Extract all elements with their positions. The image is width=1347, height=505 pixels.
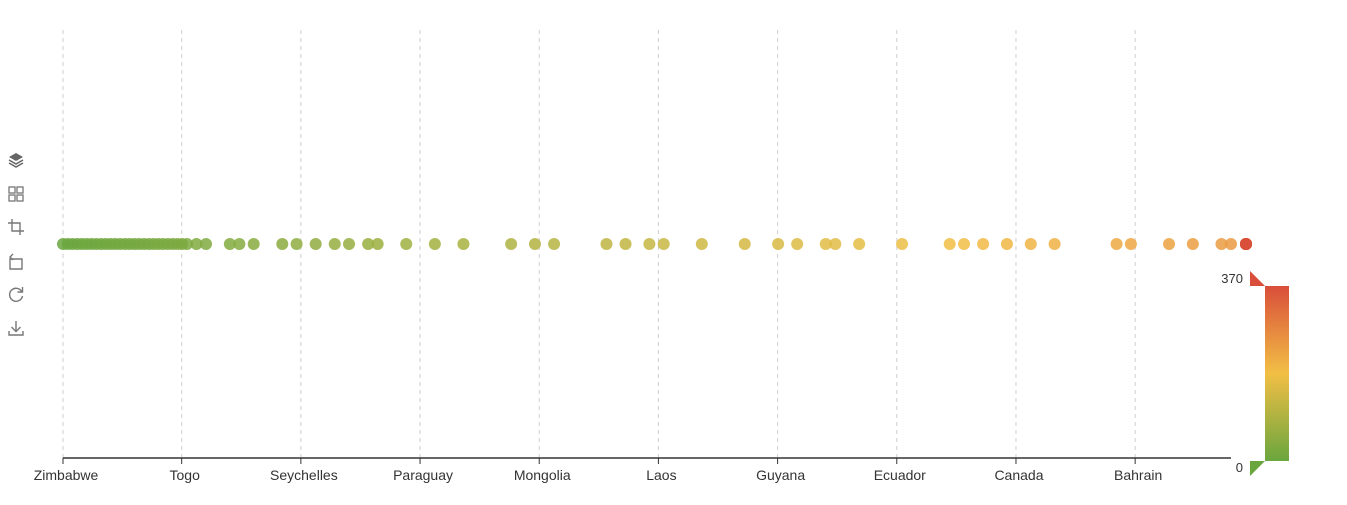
scatter-point[interactable] (1000, 238, 1013, 250)
scatter-point[interactable] (223, 238, 236, 250)
scatter-point[interactable] (276, 238, 289, 250)
scatter-point[interactable] (958, 238, 971, 250)
x-tick-label: Canada (994, 467, 1043, 483)
scatter-point[interactable] (1225, 238, 1237, 250)
scatter-point[interactable] (819, 238, 832, 250)
scatter-point[interactable] (328, 238, 341, 250)
scatter-point[interactable] (829, 238, 842, 250)
scatter-point[interactable] (200, 238, 213, 250)
scatter-point[interactable] (528, 238, 541, 250)
x-tick-label: Laos (646, 467, 676, 483)
layers-icon[interactable] (6, 150, 26, 170)
scatter-point[interactable] (362, 238, 375, 250)
visual-map-bar (1265, 286, 1289, 461)
x-tick-label: Zimbabwe (34, 467, 99, 483)
x-tick-label: Ecuador (874, 467, 926, 483)
scatter-point[interactable] (853, 238, 866, 250)
scatter-point[interactable] (738, 238, 751, 250)
grid-icon[interactable] (6, 184, 26, 204)
scatter-point[interactable] (1215, 238, 1228, 250)
scatter-point[interactable] (1110, 238, 1123, 250)
toolbox (6, 150, 28, 351)
scatter-point[interactable] (371, 238, 384, 250)
visual-map-min-label: 0 (1236, 460, 1243, 475)
scatter-point[interactable] (1186, 238, 1199, 250)
scatter-point[interactable] (1163, 238, 1176, 250)
data-points (57, 238, 1252, 250)
scatter-point[interactable] (772, 238, 785, 250)
crop-icon[interactable] (6, 217, 26, 237)
visual-map-max-label: 370 (1221, 271, 1243, 286)
grid-lines (62, 30, 1136, 458)
visual-map: 370 0 (1221, 271, 1289, 476)
scatter-point[interactable] (1124, 238, 1137, 250)
scatter-point[interactable] (1024, 238, 1037, 250)
visual-map-max-handle[interactable] (1250, 271, 1265, 286)
undo-icon[interactable] (6, 251, 26, 271)
scatter-point[interactable] (400, 238, 413, 250)
scatter-point[interactable] (1240, 238, 1252, 250)
x-tick-label: Togo (170, 467, 201, 483)
scatter-point[interactable] (695, 238, 708, 250)
x-tick-label: Seychelles (270, 467, 338, 483)
scatter-point[interactable] (180, 238, 193, 250)
scatter-point[interactable] (896, 238, 909, 250)
scatter-point[interactable] (457, 238, 470, 250)
scatter-point[interactable] (233, 238, 246, 250)
x-tick-label: Guyana (756, 467, 805, 483)
scatter-point[interactable] (1048, 238, 1061, 250)
scatter-point[interactable] (643, 238, 656, 250)
scatter-point[interactable] (247, 238, 260, 250)
x-tick-label: Paraguay (393, 467, 453, 483)
scatter-point[interactable] (943, 238, 956, 250)
download-icon[interactable] (6, 318, 26, 338)
scatter-point[interactable] (977, 238, 990, 250)
scatter-point[interactable] (290, 238, 303, 250)
x-tick-label: Bahrain (1114, 467, 1162, 483)
x-tick-label: Mongolia (514, 467, 571, 483)
scatter-point[interactable] (428, 238, 441, 250)
scatter-point[interactable] (190, 238, 203, 250)
scatter-point[interactable] (657, 238, 670, 250)
scatter-point[interactable] (600, 238, 613, 250)
refresh-icon[interactable] (6, 284, 26, 304)
scatter-point[interactable] (505, 238, 518, 250)
x-axis: Zimbabwe Togo Seychelles Paraguay Mongolia La… (34, 457, 1231, 483)
scatter-point[interactable] (619, 238, 632, 250)
scatter-point[interactable] (548, 238, 561, 250)
scatter-point[interactable] (343, 238, 356, 250)
scatter-point[interactable] (309, 238, 322, 250)
visual-map-min-handle[interactable] (1250, 461, 1265, 476)
scatter-point[interactable] (791, 238, 804, 250)
